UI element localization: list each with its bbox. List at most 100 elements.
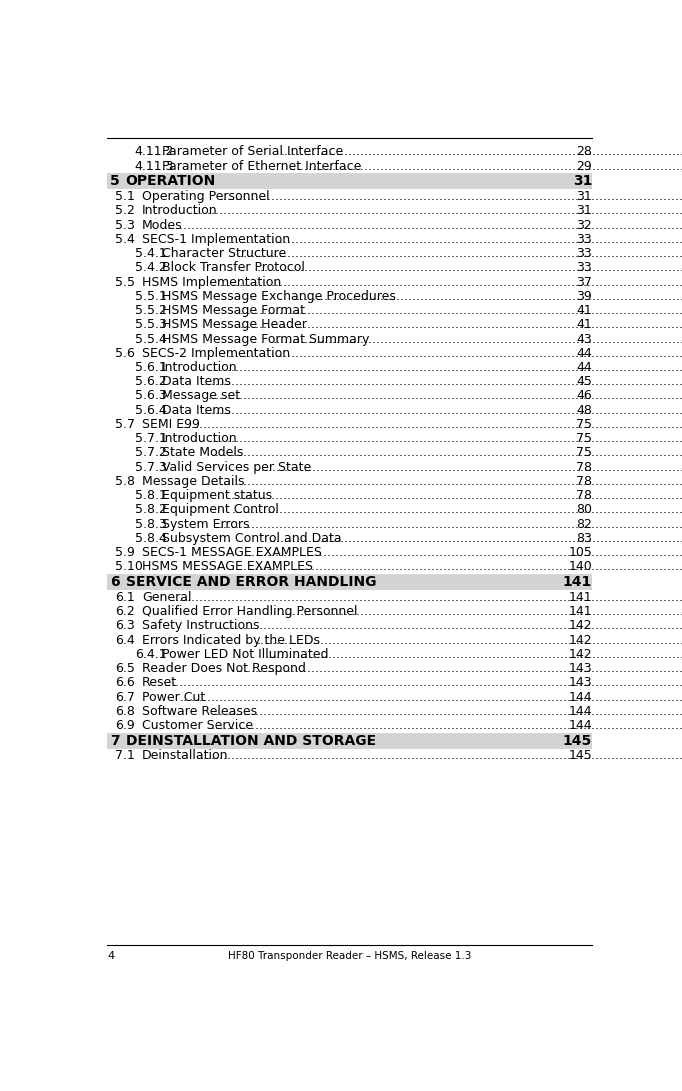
Text: 5.1: 5.1 — [115, 190, 134, 203]
Text: 6: 6 — [110, 575, 119, 589]
Text: 32: 32 — [576, 218, 592, 231]
Text: 31: 31 — [576, 204, 592, 217]
Text: 5.4: 5.4 — [115, 232, 134, 245]
Text: 33: 33 — [576, 261, 592, 274]
Text: 44: 44 — [576, 347, 592, 360]
Text: ................................................................................: ........................................… — [240, 319, 682, 332]
Text: 5.9: 5.9 — [115, 547, 134, 560]
Text: SERVICE AND ERROR HANDLING: SERVICE AND ERROR HANDLING — [125, 575, 376, 589]
Text: 5.8: 5.8 — [115, 475, 135, 488]
Text: 6.6: 6.6 — [115, 676, 134, 690]
Text: ................................................................................: ........................................… — [192, 204, 682, 217]
Text: 143: 143 — [569, 676, 592, 690]
Text: Modes: Modes — [142, 218, 183, 231]
Text: ................................................................................: ........................................… — [228, 561, 682, 574]
Text: Errors Indicated by the LEDs: Errors Indicated by the LEDs — [142, 634, 320, 647]
Text: SECS-2 Implementation: SECS-2 Implementation — [142, 347, 290, 360]
Text: 44: 44 — [576, 361, 592, 374]
Text: 6.1: 6.1 — [115, 591, 134, 603]
Text: Introduction: Introduction — [142, 204, 218, 217]
Text: 5.7.1: 5.7.1 — [135, 432, 166, 445]
Text: SECS-1 MESSAGE EXAMPLES: SECS-1 MESSAGE EXAMPLES — [142, 547, 322, 560]
Text: 5.6.4: 5.6.4 — [135, 404, 166, 417]
Text: Block Transfer Protocol: Block Transfer Protocol — [162, 261, 305, 274]
Text: HSMS Message Exchange Procedures: HSMS Message Exchange Procedures — [162, 290, 396, 303]
Text: 144: 144 — [569, 719, 592, 732]
Text: 7: 7 — [110, 734, 119, 747]
Text: ................................................................................: ........................................… — [240, 304, 682, 317]
Text: Message set: Message set — [162, 389, 240, 403]
Text: 41: 41 — [576, 319, 592, 332]
Text: Power Cut: Power Cut — [142, 691, 205, 704]
Text: ................................................................................: ........................................… — [212, 446, 682, 459]
Text: Reader Does Not Respond: Reader Does Not Respond — [142, 662, 306, 675]
Text: Deinstallation: Deinstallation — [142, 750, 228, 763]
Text: SECS-1 Implementation: SECS-1 Implementation — [142, 232, 290, 245]
Text: ................................................................................: ........................................… — [172, 591, 682, 603]
Text: ................................................................................: ........................................… — [208, 389, 682, 403]
Text: 5.8.1: 5.8.1 — [135, 489, 166, 502]
Text: ................................................................................: ........................................… — [232, 503, 682, 516]
Text: Power LED Not Illuminated: Power LED Not Illuminated — [162, 648, 329, 661]
Text: Reset: Reset — [142, 676, 177, 690]
Text: 5.7.2: 5.7.2 — [135, 446, 166, 459]
Text: 6.4.1: 6.4.1 — [135, 648, 166, 661]
Text: ................................................................................: ........................................… — [228, 489, 682, 502]
Text: Subsystem Control and Data: Subsystem Control and Data — [162, 532, 342, 544]
Text: 145: 145 — [568, 750, 592, 763]
Text: 5.5.4: 5.5.4 — [135, 333, 166, 346]
Text: 78: 78 — [576, 489, 592, 502]
Text: ................................................................................: ........................................… — [280, 606, 682, 619]
Text: Parameter of Ethernet Interface: Parameter of Ethernet Interface — [162, 159, 361, 172]
Text: State Models: State Models — [162, 446, 243, 459]
Text: 141: 141 — [569, 591, 592, 603]
Text: 140: 140 — [568, 561, 592, 574]
Text: 6.9: 6.9 — [115, 719, 134, 732]
Text: 43: 43 — [576, 333, 592, 346]
Bar — [107, 173, 592, 190]
Text: ................................................................................: ........................................… — [212, 361, 682, 374]
Text: System Errors: System Errors — [162, 518, 250, 530]
Text: 33: 33 — [576, 232, 592, 245]
Text: 78: 78 — [576, 475, 592, 488]
Text: 37: 37 — [576, 276, 592, 288]
Text: ................................................................................: ........................................… — [216, 518, 682, 530]
Text: HSMS MESSAGE EXAMPLES: HSMS MESSAGE EXAMPLES — [142, 561, 313, 574]
Text: 5.7: 5.7 — [115, 418, 135, 431]
Text: ................................................................................: ........................................… — [212, 705, 682, 718]
Text: HSMS Message Format: HSMS Message Format — [162, 304, 305, 317]
Text: 5.6: 5.6 — [115, 347, 134, 360]
Text: Equipment Control: Equipment Control — [162, 503, 279, 516]
Text: Character Structure: Character Structure — [162, 247, 286, 260]
Text: Data Items: Data Items — [162, 375, 231, 388]
Text: 82: 82 — [576, 518, 592, 530]
Text: 5.2: 5.2 — [115, 204, 134, 217]
Text: SEMI E99: SEMI E99 — [142, 418, 200, 431]
Text: 143: 143 — [569, 662, 592, 675]
Text: HF80 Transponder Reader – HSMS, Release 1.3: HF80 Transponder Reader – HSMS, Release … — [228, 950, 471, 960]
Text: 33: 33 — [576, 247, 592, 260]
Text: 144: 144 — [569, 705, 592, 718]
Text: 6.7: 6.7 — [115, 691, 134, 704]
Text: ................................................................................: ........................................… — [261, 460, 682, 473]
Text: HSMS Message Header: HSMS Message Header — [162, 319, 307, 332]
Text: Message Details: Message Details — [142, 475, 244, 488]
Text: ................................................................................: ........................................… — [293, 290, 682, 303]
Text: 48: 48 — [576, 404, 592, 417]
Text: 83: 83 — [576, 532, 592, 544]
Text: 142: 142 — [569, 620, 592, 633]
Text: 144: 144 — [569, 691, 592, 704]
Text: 28: 28 — [576, 145, 592, 158]
Text: 4: 4 — [107, 950, 114, 960]
Text: 5.10: 5.10 — [115, 561, 143, 574]
Text: ................................................................................: ........................................… — [240, 247, 682, 260]
Text: Operating Personnel: Operating Personnel — [142, 190, 269, 203]
Text: 78: 78 — [576, 460, 592, 473]
Text: ................................................................................: ........................................… — [204, 475, 682, 488]
Text: ................................................................................: ........................................… — [164, 676, 682, 690]
Text: ................................................................................: ........................................… — [200, 750, 682, 763]
Text: 5.6.3: 5.6.3 — [135, 389, 166, 403]
Text: OPERATION: OPERATION — [125, 175, 216, 189]
Text: 7.1: 7.1 — [115, 750, 134, 763]
Text: Customer Service: Customer Service — [142, 719, 253, 732]
